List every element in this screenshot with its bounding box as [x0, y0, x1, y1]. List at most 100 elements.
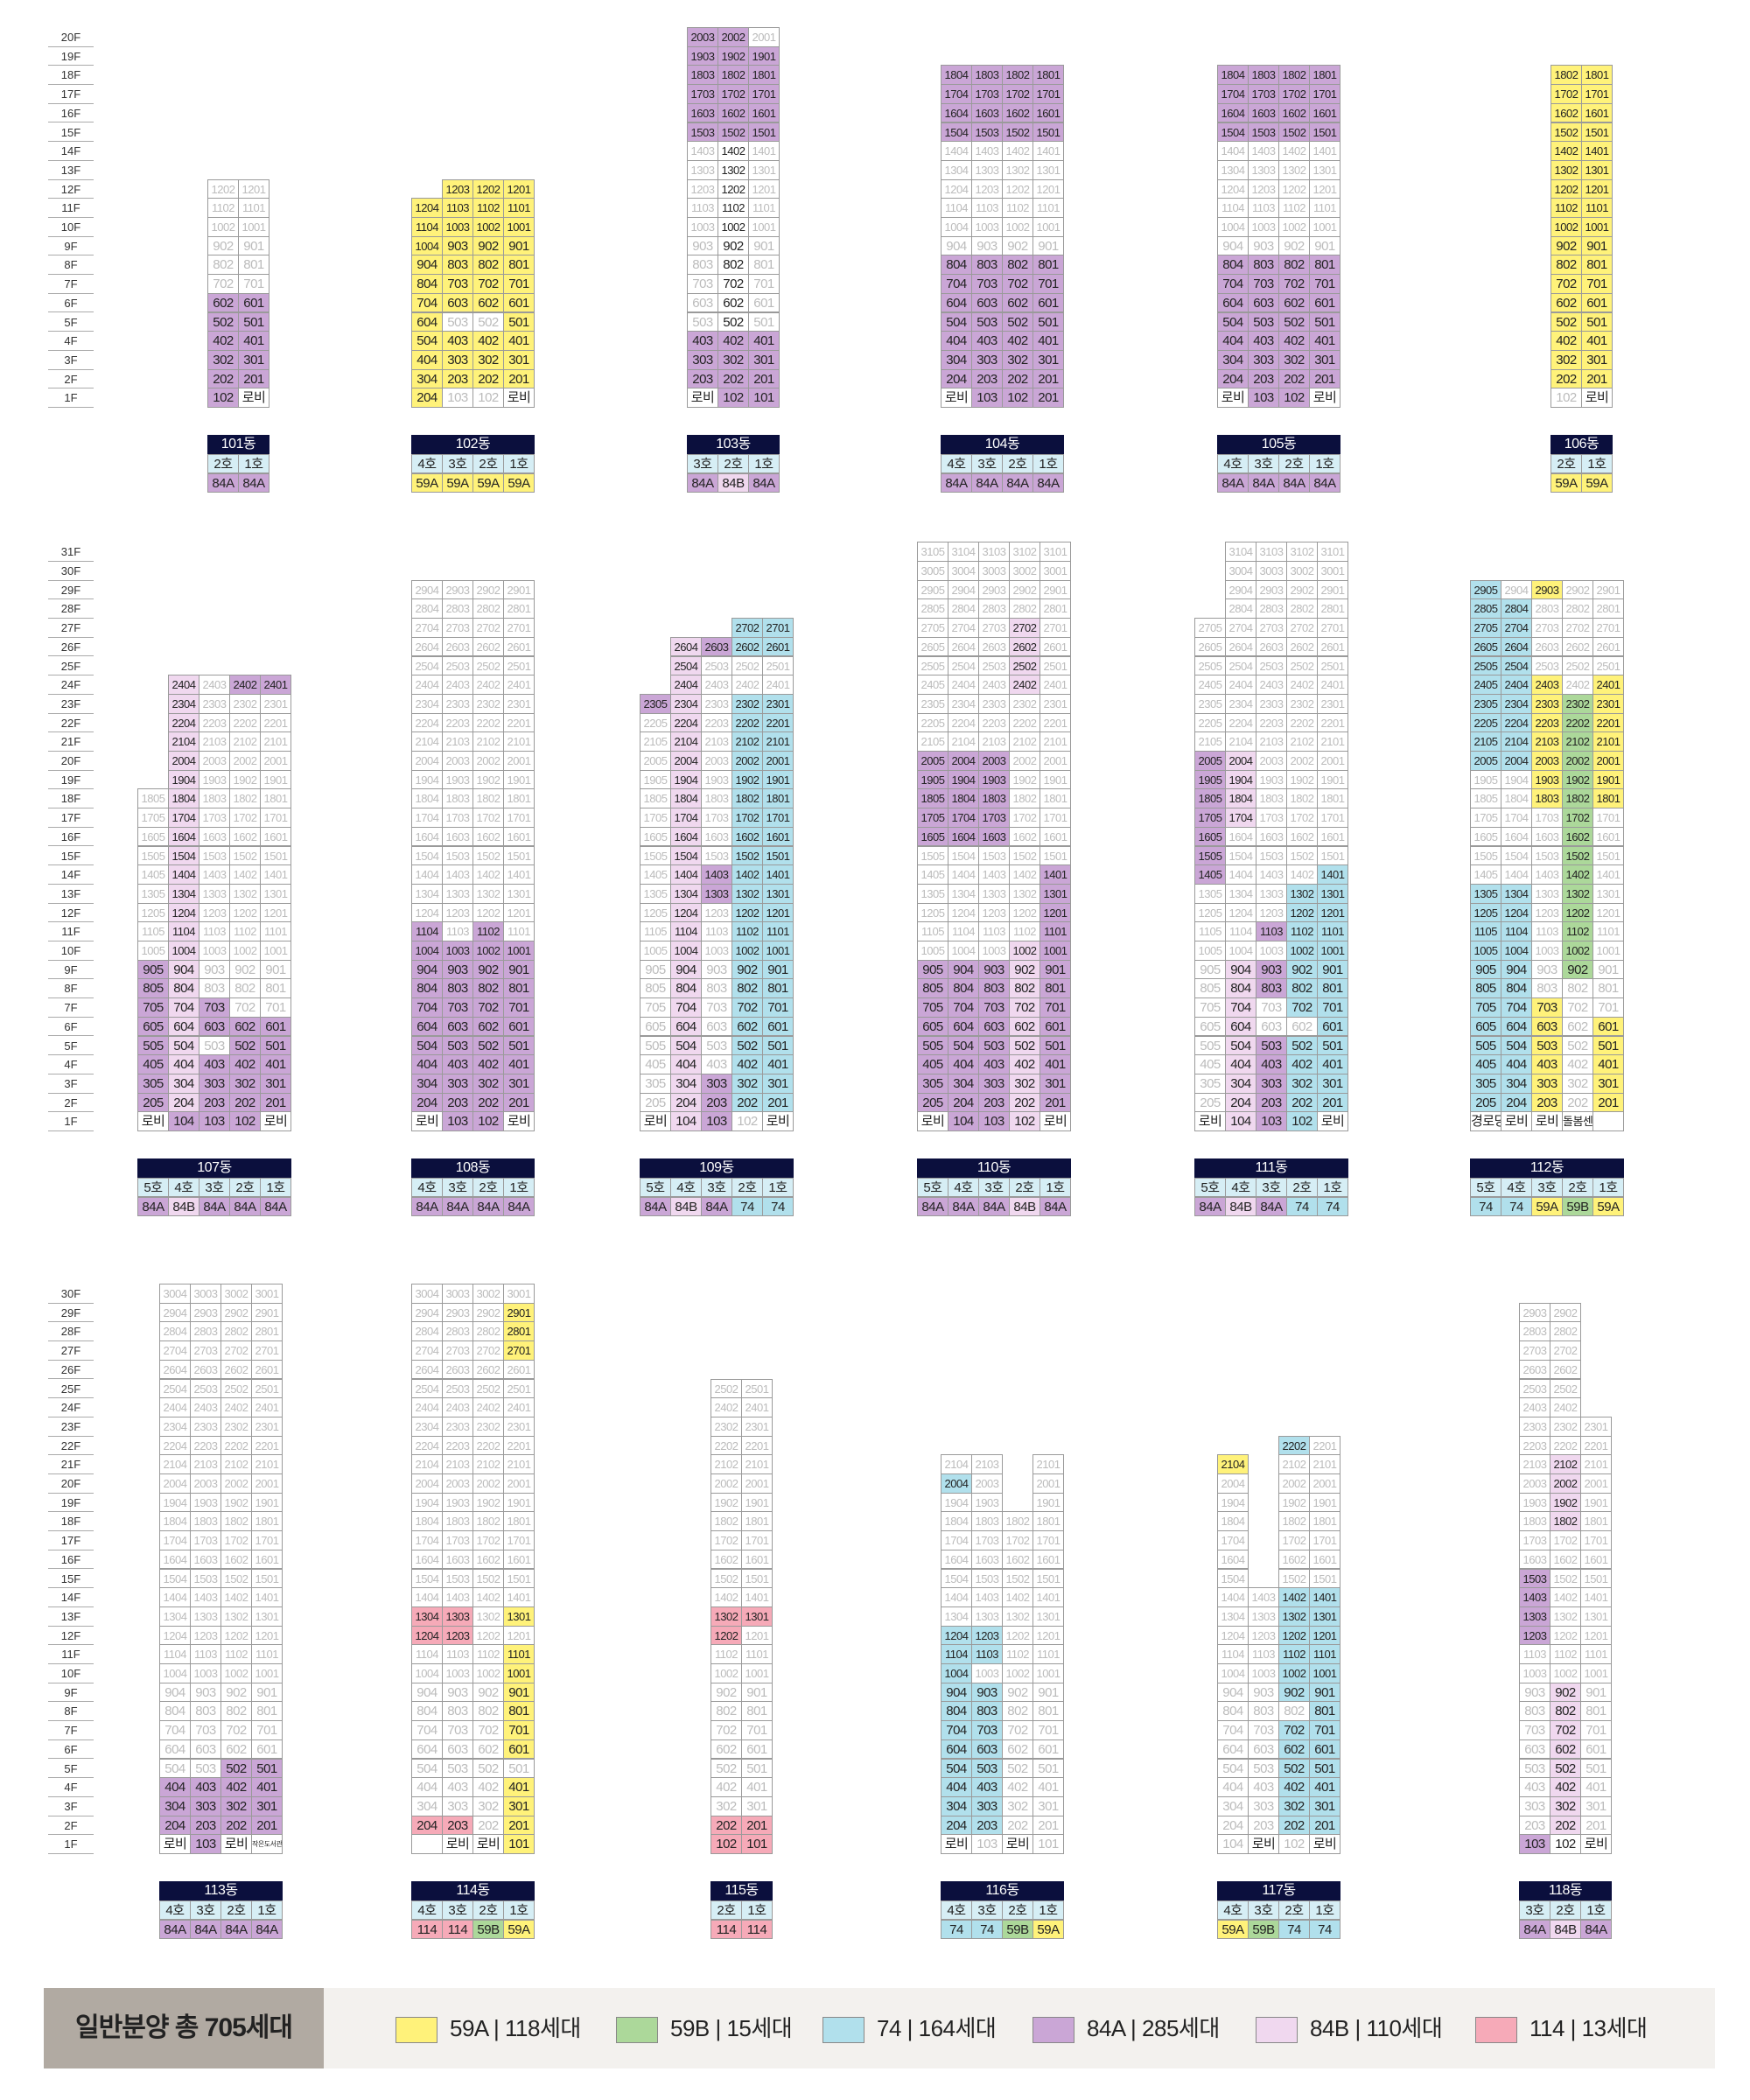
unit-cell[interactable]: 201 — [741, 1815, 773, 1836]
unit-cell[interactable]: 1904 — [670, 769, 702, 790]
unit-cell[interactable]: 1801 — [741, 1511, 773, 1532]
unit-cell[interactable]: 1801 — [260, 788, 291, 809]
unit-cell[interactable]: 1703 — [199, 808, 230, 828]
unit-cell[interactable]: 101 — [1032, 1834, 1064, 1854]
unit-cell[interactable]: 903 — [1531, 959, 1563, 980]
unit-cell[interactable]: 303 — [701, 1073, 732, 1094]
unit-cell[interactable]: 204 — [1217, 368, 1249, 389]
unit-cell[interactable]: 2702 — [1562, 618, 1593, 638]
unit-cell[interactable]: 901 — [1032, 1682, 1064, 1703]
unit-cell[interactable]: 1402 — [472, 864, 504, 885]
unit-cell[interactable]: 2404 — [168, 675, 200, 695]
unit-cell[interactable]: 103 — [190, 1834, 221, 1854]
unit-cell[interactable]: 1402 — [220, 1587, 252, 1607]
unit-cell[interactable]: 303 — [1256, 1073, 1287, 1094]
unit-cell[interactable]: 2104 — [411, 732, 443, 752]
unit-cell[interactable]: 1602 — [1278, 102, 1310, 123]
unit-cell[interactable]: 2803 — [190, 1321, 221, 1342]
unit-cell[interactable]: 2305 — [1470, 693, 1502, 714]
unit-cell[interactable]: 704 — [948, 998, 979, 1018]
unit-cell[interactable]: 602 — [207, 292, 239, 313]
unit-cell[interactable]: 1304 — [159, 1606, 191, 1627]
unit-cell[interactable]: 303 — [687, 349, 718, 370]
unit-cell[interactable]: 704 — [941, 1720, 972, 1740]
unit-cell[interactable]: 2502 — [1550, 1378, 1581, 1399]
unit-cell[interactable]: 603 — [687, 292, 718, 313]
unit-cell[interactable]: 1001 — [1309, 1663, 1340, 1684]
unit-cell[interactable]: 2904 — [948, 579, 979, 600]
unit-cell[interactable]: 2501 — [503, 655, 535, 676]
unit-cell[interactable]: 1804 — [941, 65, 972, 86]
unit-cell[interactable]: 2505 — [1470, 655, 1502, 676]
unit-cell[interactable]: 1805 — [1194, 788, 1226, 809]
unit-cell[interactable]: 1102 — [1550, 1644, 1581, 1664]
unit-cell[interactable]: 1603 — [199, 826, 230, 847]
unit-cell[interactable]: 로비 — [1581, 388, 1613, 408]
unit-cell[interactable]: 804 — [948, 978, 979, 999]
unit-cell[interactable]: 704 — [411, 998, 443, 1018]
unit-cell[interactable]: 301 — [748, 349, 780, 370]
unit-cell[interactable]: 2102 — [472, 1454, 504, 1474]
unit-cell[interactable]: 203 — [442, 1815, 473, 1836]
unit-cell[interactable]: 2103 — [701, 732, 732, 752]
unit-cell[interactable]: 1902 — [732, 769, 763, 790]
unit-cell[interactable]: 2702 — [220, 1340, 252, 1361]
unit-cell[interactable]: 601 — [1309, 1739, 1340, 1760]
unit-cell[interactable]: 302 — [472, 1796, 504, 1816]
unit-cell[interactable]: 2105 — [1194, 732, 1226, 752]
unit-cell[interactable]: 1103 — [978, 921, 1010, 942]
unit-cell[interactable]: 602 — [1550, 292, 1582, 313]
unit-cell[interactable]: 1605 — [917, 826, 948, 847]
unit-cell[interactable]: 2403 — [701, 675, 732, 695]
unit-cell[interactable]: 1002 — [1278, 217, 1310, 237]
unit-cell[interactable]: 701 — [1309, 274, 1340, 294]
unit-cell[interactable]: 2601 — [251, 1359, 283, 1380]
unit-cell[interactable]: 1503 — [442, 845, 473, 866]
unit-cell[interactable]: 104 — [948, 1111, 979, 1131]
unit-cell[interactable]: 2202 — [229, 712, 261, 733]
unit-cell[interactable]: 401 — [260, 1054, 291, 1074]
unit-cell[interactable]: 2103 — [1531, 732, 1563, 752]
unit-cell[interactable]: 2401 — [503, 675, 535, 695]
unit-cell[interactable]: 1001 — [748, 217, 780, 237]
unit-cell[interactable]: 402 — [229, 1054, 261, 1074]
unit-cell[interactable]: 302 — [732, 1073, 763, 1094]
unit-cell[interactable]: 1805 — [640, 788, 671, 809]
unit-cell[interactable]: 504 — [948, 1035, 979, 1056]
unit-cell[interactable]: 2301 — [503, 693, 535, 714]
unit-cell[interactable]: 1404 — [1217, 1587, 1249, 1607]
unit-cell[interactable]: 1804 — [411, 1511, 443, 1532]
unit-cell[interactable]: 1804 — [941, 1511, 972, 1532]
unit-cell[interactable]: 904 — [159, 1682, 191, 1703]
unit-cell[interactable]: 1603 — [701, 826, 732, 847]
unit-cell[interactable]: 2902 — [1286, 579, 1318, 600]
unit-cell[interactable]: 1701 — [1309, 1530, 1340, 1550]
unit-cell[interactable]: 705 — [137, 998, 169, 1018]
unit-cell[interactable]: 2002 — [1550, 1474, 1581, 1494]
unit-cell[interactable]: 301 — [741, 1796, 773, 1816]
unit-cell[interactable]: 801 — [238, 255, 270, 276]
unit-cell[interactable]: 2601 — [1592, 636, 1624, 657]
unit-cell[interactable]: 1902 — [472, 769, 504, 790]
unit-cell[interactable]: 2601 — [762, 636, 794, 657]
unit-cell[interactable]: 1304 — [1217, 159, 1249, 180]
unit-cell[interactable]: 501 — [1309, 312, 1340, 332]
unit-cell[interactable]: 3105 — [917, 542, 948, 562]
unit-cell[interactable]: 1805 — [1470, 788, 1502, 809]
unit-cell[interactable]: 3104 — [948, 542, 979, 562]
unit-cell[interactable]: 2402 — [1562, 675, 1593, 695]
unit-cell[interactable]: 2102 — [472, 732, 504, 752]
unit-cell[interactable]: 401 — [503, 1054, 535, 1074]
unit-cell[interactable]: 804 — [1501, 978, 1532, 999]
unit-cell[interactable]: 1903 — [1256, 769, 1287, 790]
unit-cell[interactable]: 2201 — [503, 1435, 535, 1456]
unit-cell[interactable]: 201 — [1032, 368, 1064, 389]
unit-cell[interactable]: 1602 — [1286, 826, 1318, 847]
unit-cell[interactable]: 1505 — [917, 845, 948, 866]
unit-cell[interactable]: 604 — [168, 1016, 200, 1037]
unit-cell[interactable]: 2004 — [670, 751, 702, 771]
unit-cell[interactable]: 1204 — [1217, 1625, 1249, 1646]
unit-cell[interactable]: 3001 — [251, 1284, 283, 1304]
unit-cell[interactable]: 502 — [1002, 1758, 1033, 1779]
unit-cell[interactable]: 2102 — [1278, 1454, 1310, 1474]
